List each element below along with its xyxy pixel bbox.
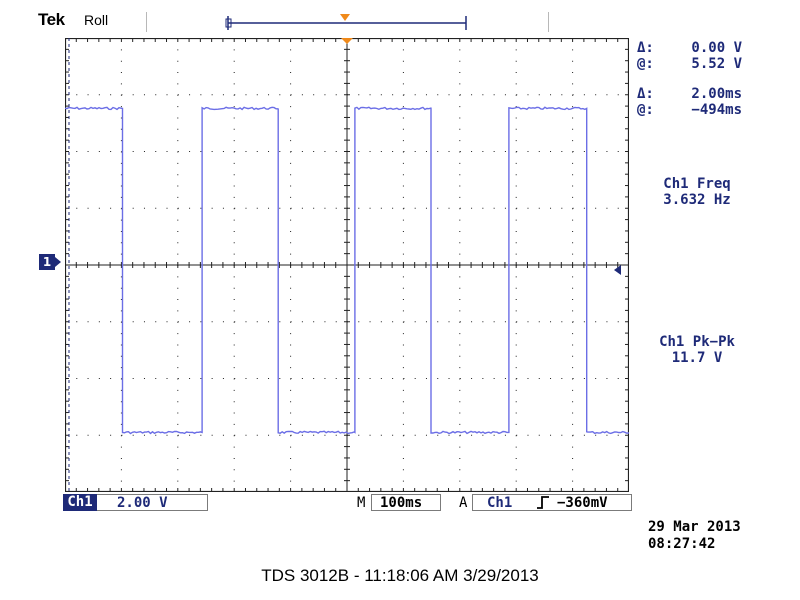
cursor-at-volts-label: @: xyxy=(637,56,654,72)
trigger-marker-icon xyxy=(341,38,353,44)
vertical-scale: 2.00 V xyxy=(117,495,168,511)
cursor-delta-volts-value: 0.00 V xyxy=(691,40,742,56)
trigger-box xyxy=(472,494,632,511)
record-length-indicator xyxy=(225,16,467,30)
measurement-freq-value: 3.632 Hz xyxy=(663,192,731,208)
trigger-level-arrow-icon[interactable] xyxy=(614,265,621,275)
footer-caption: TDS 3012B - 11:18:06 AM 3/29/2013 xyxy=(261,566,539,585)
ch1-marker-arrow-icon xyxy=(55,257,61,267)
trigger-source: Ch1 xyxy=(487,495,513,511)
graticule xyxy=(65,38,629,492)
measurement-pkpk-value: 11.7 V xyxy=(671,350,723,366)
cursor-at-time-value: −494ms xyxy=(691,102,742,118)
top-divider xyxy=(548,12,549,32)
cursor-delta-time-label: Δ: xyxy=(637,86,654,102)
cursor-at-volts-value: 5.52 V xyxy=(691,56,742,72)
measurement-pkpk-title: Ch1 Pk−Pk xyxy=(659,334,735,350)
ch1-waveform-trace xyxy=(65,106,629,435)
rising-edge-icon xyxy=(537,496,549,509)
trigger-position-marker xyxy=(340,14,350,21)
capture-date: 29 Mar 2013 xyxy=(648,519,741,535)
brand-logo: Tek xyxy=(38,10,65,29)
ch1-ground-marker[interactable]: 1 xyxy=(39,254,55,270)
trigger-label: A xyxy=(459,495,468,511)
acquisition-mode: Roll xyxy=(84,12,109,28)
top-divider xyxy=(146,12,147,32)
timebase-value: 100ms xyxy=(380,495,423,511)
capture-time: 08:27:42 xyxy=(648,536,716,552)
channel-indicator[interactable]: Ch1 xyxy=(63,494,97,511)
cursor-delta-volts-label: Δ: xyxy=(637,40,654,56)
timebase-label: M xyxy=(357,495,366,511)
measurement-freq-title: Ch1 Freq xyxy=(663,176,731,192)
grid xyxy=(65,38,629,492)
trigger-level: −360mV xyxy=(557,495,608,511)
cursor-delta-time-value: 2.00ms xyxy=(691,86,742,102)
timebase-box xyxy=(371,494,441,511)
cursor-at-time-label: @: xyxy=(637,102,654,118)
vertical-scale-box xyxy=(97,494,208,511)
